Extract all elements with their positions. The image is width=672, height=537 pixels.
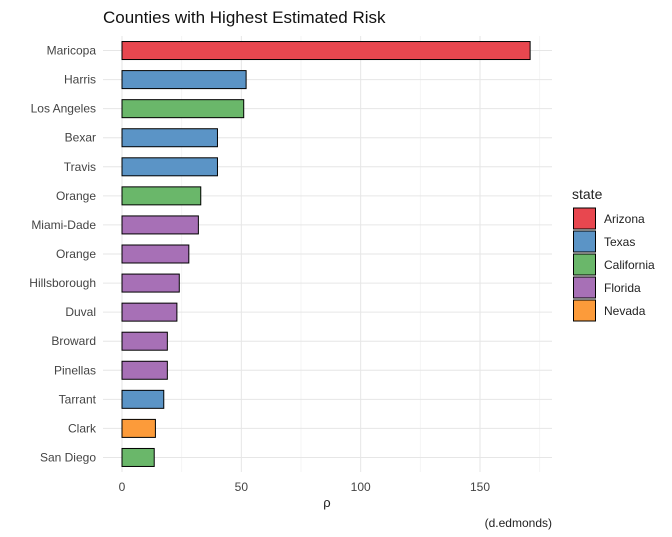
y-tick-label: Pinellas bbox=[54, 363, 96, 377]
caption: (d.edmonds) bbox=[485, 516, 552, 530]
y-tick-label: Harris bbox=[64, 73, 96, 87]
bar-orange bbox=[121, 186, 202, 206]
y-tick-label: Hillsborough bbox=[29, 276, 96, 290]
legend-label-florida: Florida bbox=[604, 281, 641, 295]
bar-clark bbox=[121, 418, 156, 438]
legend: state Arizona Texas California Florida Nevad… bbox=[572, 186, 655, 322]
bar-broward bbox=[121, 331, 168, 351]
bar-pinellas bbox=[121, 360, 168, 380]
y-tick-label: Orange bbox=[56, 247, 96, 261]
bars bbox=[121, 41, 531, 467]
legend-swatch-california bbox=[573, 253, 596, 276]
bar-duval bbox=[121, 302, 178, 322]
y-tick-label: Clark bbox=[68, 421, 97, 435]
x-axis-label: ρ bbox=[323, 495, 330, 510]
bar-orange bbox=[121, 244, 190, 264]
legend-swatch-arizona bbox=[573, 207, 596, 230]
y-tick-label: San Diego bbox=[40, 450, 96, 464]
x-tick-label: 0 bbox=[119, 480, 126, 494]
bar-bexar bbox=[121, 128, 218, 148]
y-tick-labels: Maricopa Harris Los Angeles Bexar Travis Oran… bbox=[29, 44, 97, 465]
y-tick-label: Travis bbox=[64, 160, 96, 174]
y-tick-label: Broward bbox=[51, 334, 96, 348]
legend-label-arizona: Arizona bbox=[604, 212, 645, 226]
legend-label-nevada: Nevada bbox=[604, 304, 646, 318]
y-tick-label: Orange bbox=[56, 189, 96, 203]
legend-label-california: California bbox=[604, 258, 655, 272]
bar-tarrant bbox=[121, 389, 165, 409]
y-tick-label: Maricopa bbox=[47, 44, 97, 58]
legend-title: state bbox=[572, 186, 603, 202]
x-tick-label: 150 bbox=[470, 480, 490, 494]
bar-hillsborough bbox=[121, 273, 180, 293]
bar-san-diego bbox=[121, 447, 155, 467]
y-tick-label: Bexar bbox=[65, 131, 96, 145]
legend-swatch-texas bbox=[573, 230, 596, 253]
legend-swatch-florida bbox=[573, 276, 596, 299]
bar-los-angeles bbox=[121, 99, 245, 119]
legend-label-texas: Texas bbox=[604, 235, 635, 249]
y-tick-label: Los Angeles bbox=[31, 102, 96, 116]
x-tick-label: 100 bbox=[351, 480, 371, 494]
bar-maricopa bbox=[121, 41, 531, 61]
chart-title: Counties with Highest Estimated Risk bbox=[103, 8, 386, 27]
y-tick-label: Tarrant bbox=[59, 392, 97, 406]
y-tick-label: Miami-Dade bbox=[31, 218, 96, 232]
bar-harris bbox=[121, 70, 247, 90]
bar-miami-dade bbox=[121, 215, 199, 235]
x-tick-label: 50 bbox=[235, 480, 249, 494]
x-tick-labels: 0 50 100 150 bbox=[119, 480, 491, 494]
y-tick-label: Duval bbox=[65, 305, 96, 319]
legend-swatch-nevada bbox=[573, 299, 596, 322]
bar-travis bbox=[121, 157, 218, 177]
